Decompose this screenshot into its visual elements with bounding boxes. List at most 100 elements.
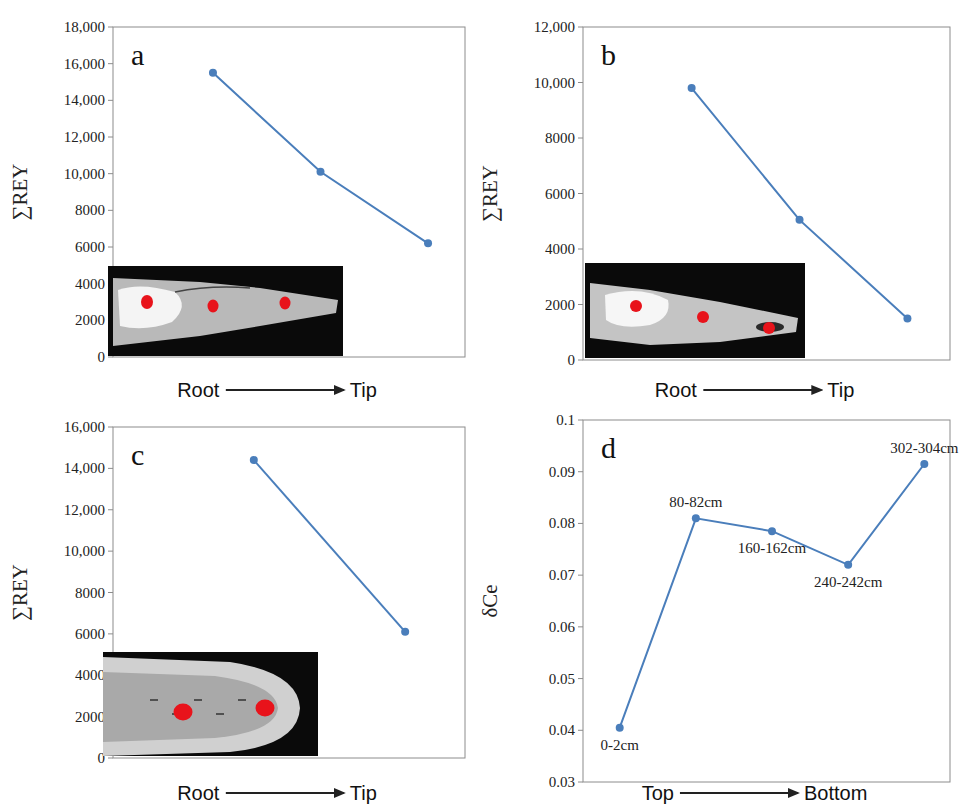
y-tick: [578, 138, 583, 139]
plot-frame: [583, 420, 950, 782]
inset: [585, 263, 805, 358]
y-tick-label: 14,000: [64, 92, 105, 108]
point-label: 160-162cm: [738, 540, 807, 556]
y-tick-label: 0: [568, 352, 576, 368]
y-tick: [578, 420, 583, 421]
y-tick-label: 12,000: [64, 129, 105, 145]
y-tick: [578, 678, 583, 679]
y-tick: [108, 247, 113, 248]
x-axis-arrow: [226, 389, 344, 391]
y-tick: [108, 357, 113, 358]
x-axis-arrow: [226, 792, 344, 794]
inset: [108, 266, 343, 356]
y-tick-label: 0.08: [549, 515, 575, 531]
y-tick: [578, 782, 583, 783]
y-tick-label: 6000: [75, 626, 105, 642]
y-tick: [108, 592, 113, 593]
y-tick-label: 6000: [545, 186, 575, 202]
panel-letter: a: [131, 38, 144, 71]
x-axis-label-end: Tip: [350, 782, 377, 804]
y-tick: [578, 360, 583, 361]
inset-mark: [216, 713, 224, 715]
inset-specimen-core: [118, 286, 182, 328]
inset-image: [585, 263, 805, 358]
data-line: [254, 460, 405, 632]
x-axis-arrow: [703, 389, 821, 391]
panel: 0200040006000800010,00012,00014,00016,00…: [8, 419, 465, 804]
panel-letter: d: [601, 431, 616, 464]
data-point: [688, 84, 696, 92]
y-tick: [578, 471, 583, 472]
y-tick: [578, 304, 583, 305]
y-tick-label: 14,000: [64, 460, 105, 476]
point-label: 302-304cm: [890, 440, 959, 456]
inset-mark: [238, 699, 246, 701]
y-tick-label: 2000: [75, 312, 105, 328]
inset-specimen-core: [605, 291, 669, 327]
y-tick: [108, 758, 113, 759]
y-tick: [108, 427, 113, 428]
inset-sample-spot: [141, 295, 153, 309]
y-tick: [578, 626, 583, 627]
y-tick-label: 16,000: [64, 56, 105, 72]
y-tick: [108, 210, 113, 211]
y-tick-label: 4000: [545, 241, 575, 257]
y-tick: [108, 27, 113, 28]
data-point: [768, 527, 776, 535]
y-tick-label: 0: [98, 349, 106, 365]
y-tick-label: 10,000: [64, 166, 105, 182]
y-tick: [578, 249, 583, 250]
y-tick-label: 8000: [75, 585, 105, 601]
plot-frame: [113, 27, 465, 357]
data-point: [796, 216, 804, 224]
inset-sample-spot: [763, 322, 775, 334]
y-tick: [108, 551, 113, 552]
x-axis-label-end: Tip: [350, 379, 377, 401]
inset-sample-spot: [208, 300, 219, 313]
y-tick: [578, 82, 583, 83]
data-group: [209, 69, 432, 248]
x-axis-label-start: Root: [177, 782, 220, 804]
y-tick-label: 0.06: [549, 619, 576, 635]
y-axis-title: δCe: [478, 584, 502, 617]
panel-letter: b: [601, 38, 616, 71]
inset-specimen: [103, 657, 300, 756]
y-tick-label: 0.09: [549, 464, 575, 480]
data-line: [692, 88, 908, 318]
inset-mark: [150, 699, 158, 701]
inset-sample-spot: [256, 700, 275, 717]
y-tick-label: 12,000: [64, 502, 105, 518]
x-axis-label-start: Top: [642, 782, 674, 804]
data-point: [903, 314, 911, 322]
y-tick-label: 8000: [545, 130, 575, 146]
y-tick-label: 2000: [75, 709, 105, 725]
x-axis-label-end: Bottom: [804, 782, 867, 804]
inset-specimen-core: [103, 672, 278, 742]
y-tick-label: 2000: [545, 297, 575, 313]
y-tick-label: 8000: [75, 202, 105, 218]
y-tick-label: 10,000: [64, 543, 105, 559]
data-point: [424, 239, 432, 247]
data-line: [213, 73, 428, 244]
point-label: 80-82cm: [669, 494, 723, 510]
y-tick: [578, 27, 583, 28]
data-line: [620, 464, 925, 728]
y-tick: [108, 63, 113, 64]
y-tick: [108, 468, 113, 469]
inset-sample-spot: [280, 297, 291, 310]
y-tick-label: 0.05: [549, 671, 575, 687]
y-axis-title: ∑REY: [478, 165, 502, 222]
x-axis-label-end: Tip: [827, 379, 854, 401]
inset-specimen: [113, 278, 338, 346]
y-tick: [108, 100, 113, 101]
data-point: [920, 460, 928, 468]
y-tick: [578, 193, 583, 194]
inset-image: [108, 266, 343, 356]
y-tick-label: 0.07: [549, 567, 576, 583]
inset-sample-spot: [174, 704, 193, 721]
y-tick-label: 6000: [75, 239, 105, 255]
point-label: 0-2cm: [601, 737, 640, 753]
y-tick-label: 0.04: [549, 722, 576, 738]
data-point: [209, 69, 217, 77]
data-point: [616, 724, 624, 732]
